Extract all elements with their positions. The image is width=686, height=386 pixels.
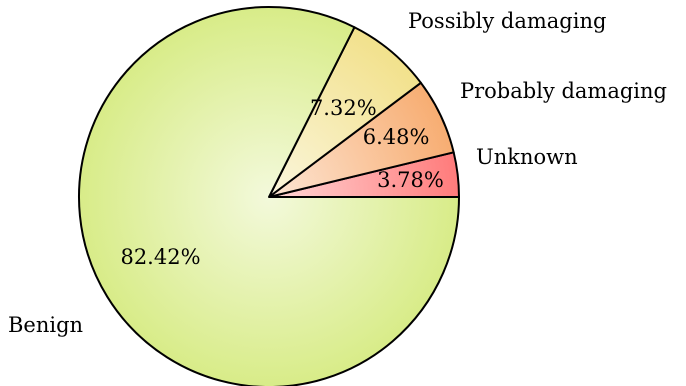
pie-category-label-probably-damaging: Probably damaging (460, 79, 667, 103)
pie-slices (78, 6, 460, 386)
pie-value-label-benign: 82.42% (120, 245, 200, 269)
pie-slice-benign (78, 6, 460, 386)
pie-category-label-benign: Benign (8, 313, 83, 337)
pie-category-label-possibly-damaging: Possibly damaging (408, 9, 606, 33)
pie-value-label-probably-damaging: 6.48% (363, 125, 430, 149)
pie-category-label-unknown: Unknown (476, 145, 578, 169)
pie-value-label-possibly-damaging: 7.32% (310, 96, 377, 120)
pie-value-label-unknown: 3.78% (377, 168, 444, 192)
pie-labels: 3.78% Unknown 6.48% Probably damaging 7.32% P… (8, 9, 667, 337)
